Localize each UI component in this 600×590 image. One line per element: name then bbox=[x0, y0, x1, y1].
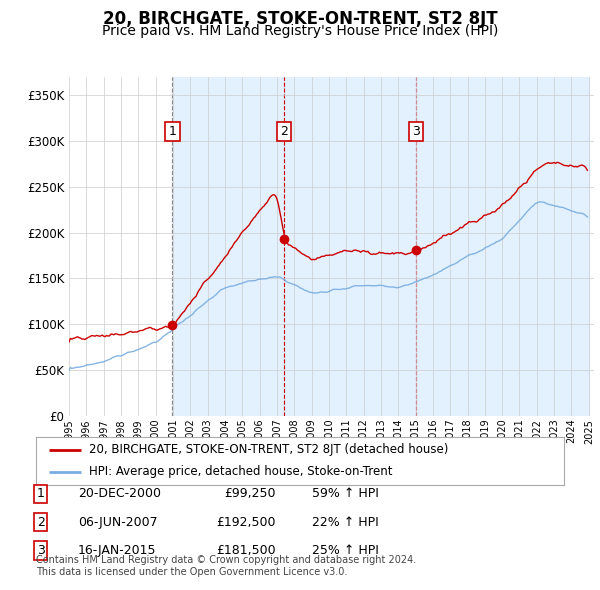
Text: 20, BIRCHGATE, STOKE-ON-TRENT, ST2 8JT: 20, BIRCHGATE, STOKE-ON-TRENT, ST2 8JT bbox=[103, 10, 497, 28]
Text: Price paid vs. HM Land Registry's House Price Index (HPI): Price paid vs. HM Land Registry's House … bbox=[102, 24, 498, 38]
Text: 22% ↑ HPI: 22% ↑ HPI bbox=[312, 516, 379, 529]
Bar bbox=[172, 77, 284, 416]
Bar bbox=[416, 77, 589, 416]
Text: 2: 2 bbox=[37, 516, 45, 529]
Text: £181,500: £181,500 bbox=[217, 544, 276, 557]
Text: £99,250: £99,250 bbox=[224, 487, 276, 500]
Text: 20, BIRCHGATE, STOKE-ON-TRENT, ST2 8JT (detached house): 20, BIRCHGATE, STOKE-ON-TRENT, ST2 8JT (… bbox=[89, 443, 448, 456]
Text: HPI: Average price, detached house, Stoke-on-Trent: HPI: Average price, detached house, Stok… bbox=[89, 466, 392, 478]
Text: 59% ↑ HPI: 59% ↑ HPI bbox=[312, 487, 379, 500]
Text: £192,500: £192,500 bbox=[217, 516, 276, 529]
Text: 06-JUN-2007: 06-JUN-2007 bbox=[78, 516, 158, 529]
Text: 16-JAN-2015: 16-JAN-2015 bbox=[78, 544, 157, 557]
Text: 20-DEC-2000: 20-DEC-2000 bbox=[78, 487, 161, 500]
Text: 3: 3 bbox=[412, 125, 420, 138]
Text: Contains HM Land Registry data © Crown copyright and database right 2024.
This d: Contains HM Land Registry data © Crown c… bbox=[36, 555, 416, 577]
Text: 2: 2 bbox=[280, 125, 289, 138]
Text: 1: 1 bbox=[169, 125, 176, 138]
Bar bbox=[284, 77, 416, 416]
Text: 3: 3 bbox=[37, 544, 45, 557]
Text: 1: 1 bbox=[37, 487, 45, 500]
Text: 25% ↑ HPI: 25% ↑ HPI bbox=[312, 544, 379, 557]
